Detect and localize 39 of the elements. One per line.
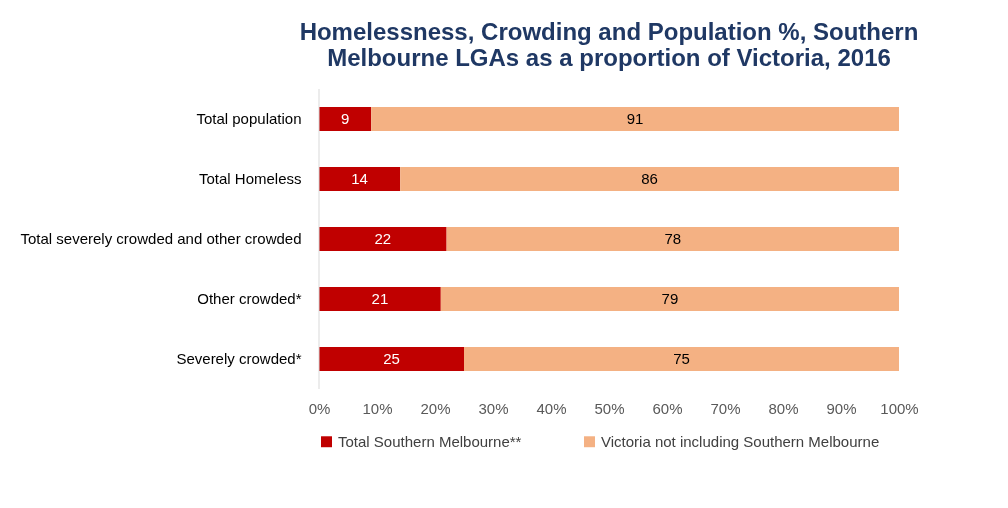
- y-tick-label: Severely crowded*: [176, 350, 302, 367]
- x-tick-label: 30%: [478, 399, 509, 417]
- x-tick-label: 40%: [536, 399, 567, 417]
- legend-label: Total Southern Melbourne**: [338, 432, 522, 450]
- bar: [371, 107, 899, 131]
- x-tick-label: 60%: [652, 399, 683, 417]
- data-label: 9: [340, 110, 350, 127]
- bar: [319, 167, 401, 191]
- x-tick-label: 80%: [768, 399, 799, 417]
- y-tick-label: Total Homeless: [198, 170, 302, 187]
- x-tick-label: 20%: [420, 399, 451, 417]
- data-label: 14: [351, 170, 368, 187]
- data-label: 21: [371, 290, 389, 307]
- y-tick-label: Total severely crowded and other crowded: [20, 230, 302, 247]
- bar: [319, 107, 372, 131]
- x-tick-label: 10%: [362, 399, 393, 417]
- data-label: 75: [673, 350, 690, 367]
- x-tick-label: 50%: [594, 399, 625, 417]
- data-label: 91: [626, 110, 644, 127]
- data-label: 22: [374, 230, 392, 247]
- legend-label: Victoria not including Southern Melbourne: [601, 432, 880, 450]
- bar: [446, 227, 899, 251]
- x-tick-label: 0%: [308, 399, 331, 417]
- y-tick-label: Total population: [196, 110, 302, 127]
- x-tick-label: 70%: [710, 399, 741, 417]
- bar: [400, 167, 899, 191]
- data-label: 25: [383, 350, 400, 367]
- bar: [319, 287, 441, 311]
- bar: [440, 287, 899, 311]
- x-tick-label: 100%: [880, 399, 919, 417]
- data-label: 79: [661, 290, 679, 307]
- y-tick-label: Other crowded*: [197, 290, 302, 307]
- x-tick-label: 90%: [826, 399, 857, 417]
- bar: [319, 227, 447, 251]
- data-label: 78: [664, 230, 682, 247]
- chart-title: Homelessness, Crowding and Population %, Southern Melbourne LGAs as a proportion of Victoria, 2016: [299, 17, 919, 71]
- data-label: 86: [641, 170, 658, 187]
- bar: [464, 347, 899, 371]
- bar: [319, 347, 464, 371]
